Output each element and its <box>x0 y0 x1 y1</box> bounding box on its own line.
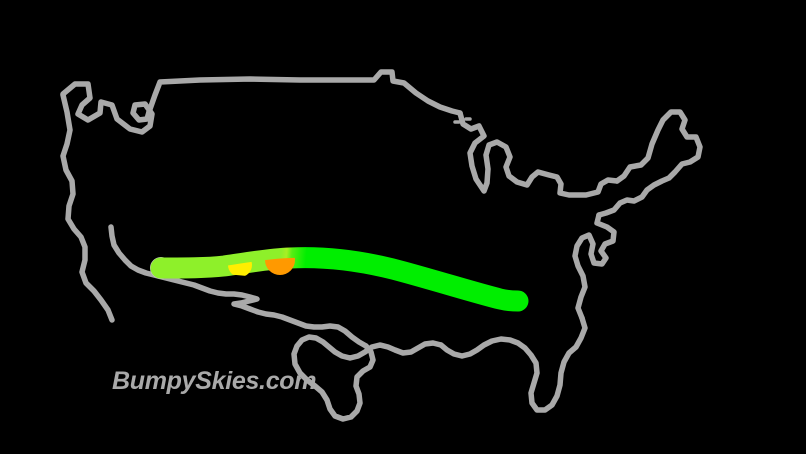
northeast-coast <box>596 109 703 218</box>
us-outline-group <box>60 69 703 422</box>
southeast-florida-coast <box>438 315 588 413</box>
route-line[interactable] <box>150 247 529 312</box>
west-coast <box>60 81 155 135</box>
great-lakes-outline <box>457 110 620 198</box>
lake-superior-islands <box>453 117 479 129</box>
gulf-coast <box>291 334 444 422</box>
watermark-bumpyskies: BumpySkies.com <box>112 367 317 395</box>
california-coastline <box>60 92 115 323</box>
turbulence-marker-severe[interactable] <box>265 245 295 275</box>
mid-atlantic-coast <box>572 212 617 321</box>
flight-path-group[interactable] <box>150 245 529 312</box>
northern-border <box>146 69 463 116</box>
mexico-border <box>108 224 369 349</box>
